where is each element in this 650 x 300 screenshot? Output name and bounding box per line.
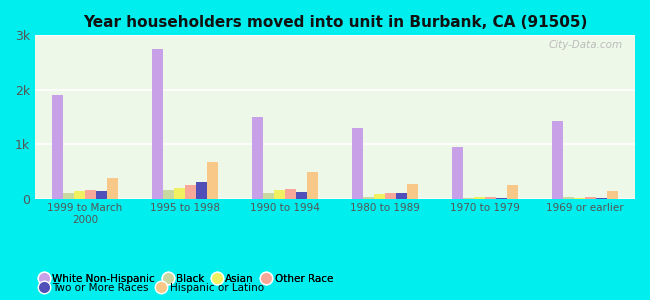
Bar: [163, 190, 174, 199]
Bar: [85, 190, 96, 199]
Bar: [485, 197, 496, 199]
Bar: [407, 184, 418, 199]
Bar: [396, 193, 407, 199]
Bar: [607, 191, 618, 199]
Bar: [107, 178, 118, 199]
Bar: [296, 192, 307, 199]
Bar: [174, 188, 185, 199]
Bar: [474, 197, 485, 199]
Bar: [185, 185, 196, 199]
Bar: [563, 197, 574, 199]
Bar: [374, 194, 385, 199]
Bar: [74, 191, 85, 199]
Bar: [196, 182, 207, 199]
Bar: [207, 161, 218, 199]
Bar: [507, 185, 518, 199]
Bar: [274, 190, 285, 199]
Bar: [52, 95, 63, 199]
Bar: [285, 189, 296, 199]
Bar: [585, 197, 596, 199]
Bar: [463, 198, 474, 199]
Text: City-Data.com: City-Data.com: [549, 40, 623, 50]
Bar: [452, 147, 463, 199]
Bar: [596, 198, 607, 199]
Title: Year householders moved into unit in Burbank, CA (91505): Year householders moved into unit in Bur…: [83, 15, 587, 30]
Bar: [63, 193, 74, 199]
Bar: [252, 117, 263, 199]
Bar: [263, 193, 274, 199]
Bar: [574, 198, 585, 199]
Bar: [307, 172, 318, 199]
Bar: [96, 191, 107, 199]
Bar: [352, 128, 363, 199]
Bar: [552, 121, 563, 199]
Bar: [496, 198, 507, 199]
Legend: Two or More Races, Hispanic or Latino: Two or More Races, Hispanic or Latino: [38, 280, 266, 295]
Bar: [363, 197, 374, 199]
Bar: [152, 49, 163, 199]
Bar: [385, 193, 396, 199]
Legend: White Non-Hispanic, Black, Asian, Other Race: White Non-Hispanic, Black, Asian, Other …: [38, 272, 335, 286]
